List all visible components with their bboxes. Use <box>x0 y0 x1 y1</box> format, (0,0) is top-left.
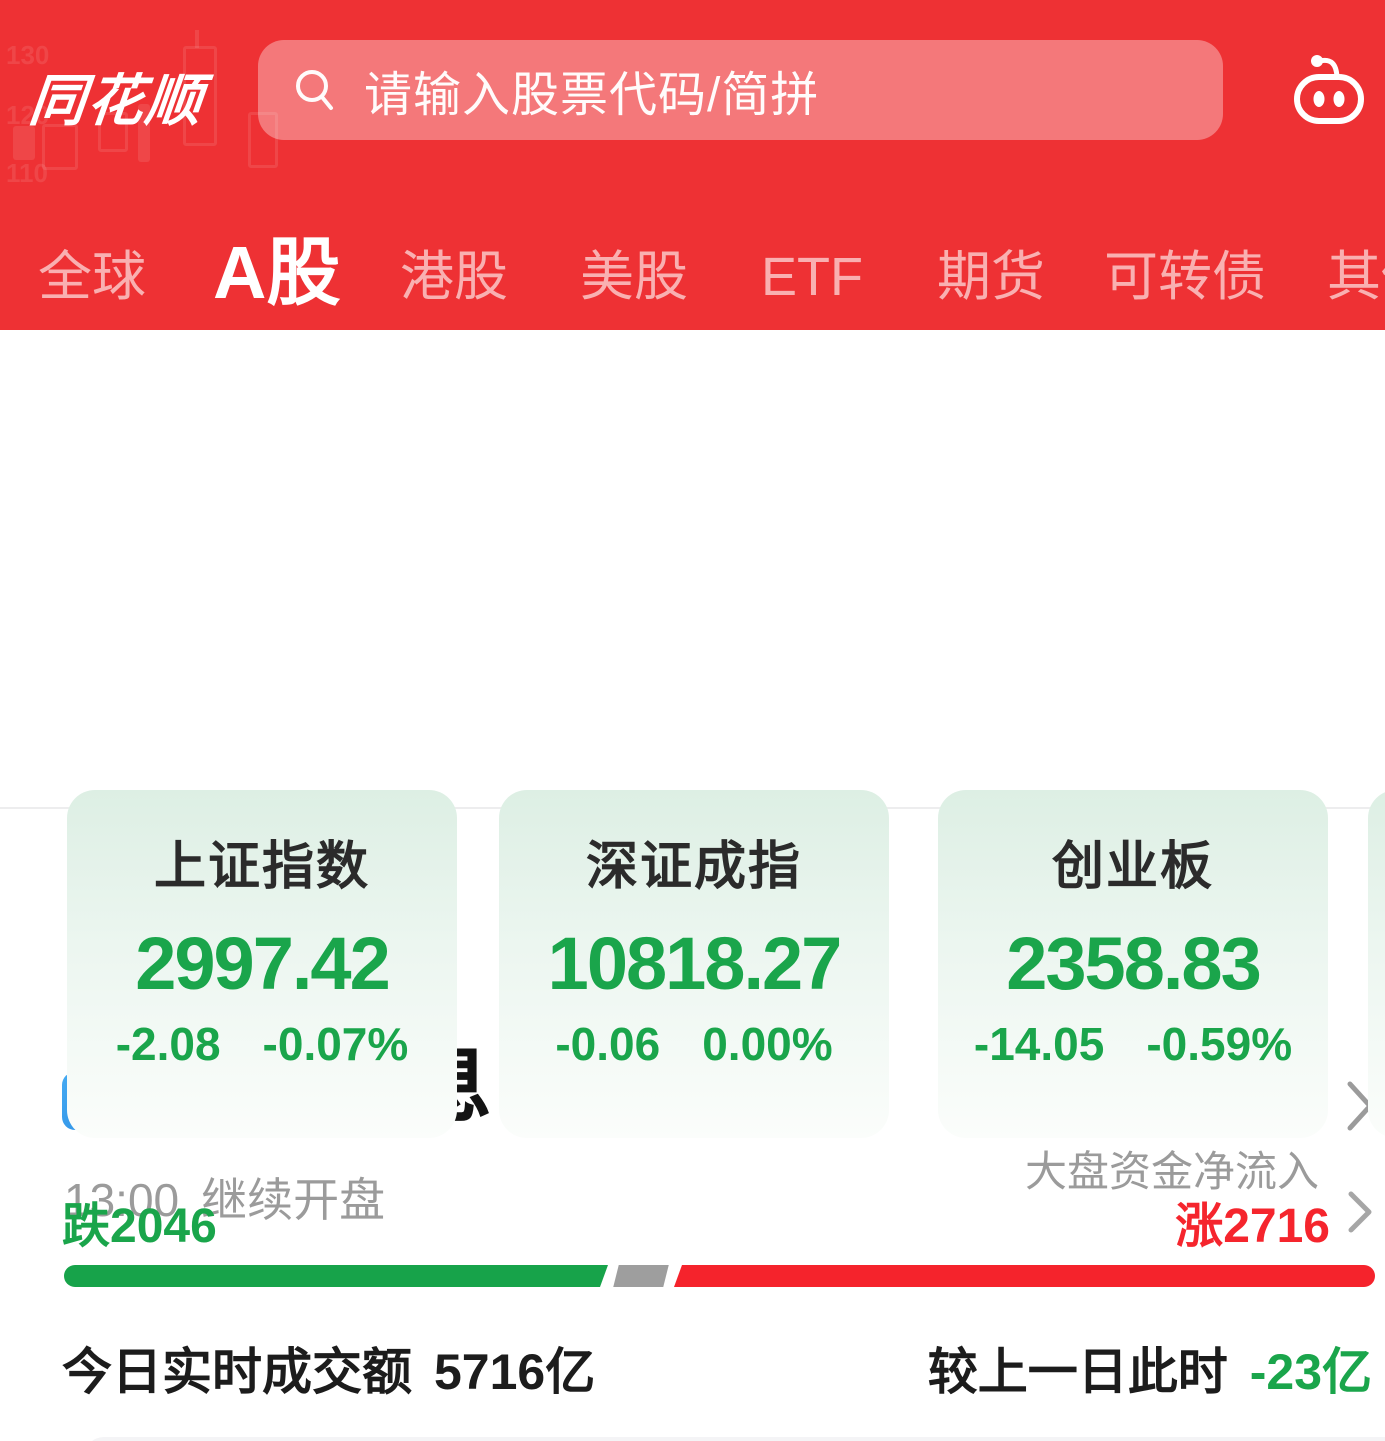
index-change-pct: 0.00% <box>702 1018 833 1070</box>
app-header: 130 120 110 同花顺 请输入股票代码/简拼 <box>0 0 1385 330</box>
index-name: 深证成指 <box>585 838 802 896</box>
breadth-bar-advancers <box>674 1265 1375 1287</box>
turnover-compare: 较上一日此时 -23亿 <box>928 1332 1372 1404</box>
search-bar[interactable]: 请输入股票代码/简拼 <box>258 40 1223 140</box>
index-change-pct: -0.07% <box>262 1018 409 1070</box>
index-cards: 上证指数 2997.42 -2.08 -0.07% 深证成指 10818.27 … <box>0 790 1385 1138</box>
market-tab-convertible-bonds[interactable]: 可转债 <box>1104 247 1266 307</box>
market-tab-futures[interactable]: 期货 <box>937 247 1045 307</box>
market-tab-hk[interactable]: 港股 <box>400 247 508 307</box>
index-card-shanghai[interactable]: 上证指数 2997.42 -2.08 -0.07% <box>67 790 457 1138</box>
index-card-partial[interactable] <box>1368 790 1385 1138</box>
breadth-bar-unchanged <box>613 1265 669 1287</box>
breadth-bar <box>64 1265 1375 1287</box>
candlestick-watermark <box>13 126 35 160</box>
index-name: 上证指数 <box>153 838 370 896</box>
turnover-today: 今日实时成交额 5716亿 <box>62 1332 595 1404</box>
section-tabs: 大盘 板块 个股 科创板 <box>0 330 1385 809</box>
candlestick-watermark <box>248 112 278 168</box>
market-tab-etf[interactable]: ETF <box>761 247 863 307</box>
market-tab-global[interactable]: 全球 <box>38 247 146 307</box>
session-subtitle: 13:00 继续开盘 <box>64 1164 385 1230</box>
session-reopen-note: 继续开盘 <box>201 1174 386 1226</box>
turnover-compare-label: 较上一日此时 <box>927 1344 1228 1400</box>
index-change-pct: -0.59% <box>1146 1018 1293 1070</box>
candlestick-watermark <box>195 30 199 48</box>
market-tab-us[interactable]: 美股 <box>580 247 688 307</box>
breadth-bar-decliners <box>64 1265 608 1287</box>
index-card-chinext[interactable]: 创业板 2358.83 -14.05 -0.59% <box>938 790 1328 1138</box>
index-value: 2997.42 <box>135 922 390 1005</box>
turnover-label: 今日实时成交额 <box>62 1344 412 1400</box>
next-section-peek <box>84 1437 1385 1441</box>
index-value: 10818.27 <box>547 922 843 1005</box>
candlestick-watermark <box>42 124 78 170</box>
search-icon <box>296 70 333 110</box>
decliners-count: 跌2046 <box>62 1200 217 1253</box>
market-tab-a-shares[interactable]: A股 <box>213 231 341 314</box>
session-reopen-time: 13:00 <box>64 1174 180 1226</box>
candlestick-watermark <box>138 104 150 162</box>
index-change: -0.06 <box>555 1018 661 1070</box>
watermark-tick: 130 <box>6 40 50 70</box>
advancers-count: 涨2716 <box>1175 1200 1330 1253</box>
net-inflow-label: 大盘资金净流入 <box>1024 1148 1319 1195</box>
index-card-shenzhen[interactable]: 深证成指 10818.27 -0.06 0.00% <box>499 790 889 1138</box>
robot-assistant-icon[interactable] <box>1290 50 1368 128</box>
candlestick-watermark <box>183 46 217 146</box>
turnover-value: 5716亿 <box>434 1344 596 1400</box>
market-tab-other[interactable]: 其他 <box>1327 247 1385 307</box>
watermark-tick: 110 <box>6 158 48 188</box>
candlestick-watermark <box>98 112 128 152</box>
index-change: -14.05 <box>973 1018 1105 1070</box>
index-value: 2358.83 <box>1006 922 1261 1005</box>
market-tabs: 全球 A股 港股 美股 ETF 期货 可转债 其他 <box>0 0 1385 330</box>
index-name: 创业板 <box>1051 838 1214 896</box>
search-placeholder: 请输入股票代码/简拼 <box>364 69 820 122</box>
chevron-right-icon[interactable] <box>1347 1190 1373 1234</box>
index-change: -2.08 <box>115 1018 221 1070</box>
turnover-compare-value: -23亿 <box>1249 1344 1372 1400</box>
